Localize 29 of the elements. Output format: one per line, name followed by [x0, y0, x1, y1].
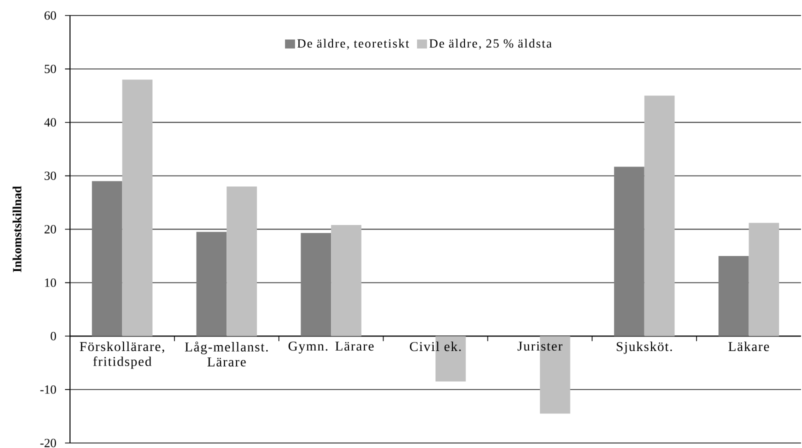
x-tick-label: Gymn. Lärare: [288, 342, 374, 354]
legend-label: De äldre, 25 % äldsta: [429, 38, 552, 50]
x-tick-label: Låg-mellanst. Lärare: [185, 342, 268, 366]
y-axis-title: Inkomstskillnad: [12, 186, 22, 272]
y-tick-label: 0: [50, 332, 56, 340]
y-tick-label: -10: [40, 385, 56, 394]
bar: [748, 222, 780, 336]
bar: [122, 80, 152, 336]
bar: [614, 166, 644, 336]
bar: [226, 186, 257, 336]
y-tick-label: 10: [45, 278, 56, 287]
bar: [331, 224, 362, 336]
bar: [300, 232, 332, 336]
x-tick-label: Civil ek.: [410, 342, 461, 352]
y-tick-label: 20: [44, 225, 56, 234]
bar: [196, 232, 227, 336]
y-tick-label: -20: [40, 438, 56, 448]
x-tick-label: Jurister: [518, 342, 562, 351]
x-tick-label: Läkare: [728, 342, 769, 352]
bar: [718, 256, 749, 336]
legend-label: De äldre, teoretiskt: [297, 38, 409, 50]
y-tick-label: 50: [44, 64, 56, 74]
y-tick-label: 30: [44, 172, 56, 180]
x-tick-label: Sjuksköt.: [616, 342, 672, 354]
bar: [92, 181, 122, 336]
x-tick-label: Förskollärare, fritidsped: [80, 342, 164, 369]
y-tick-label: 60: [44, 11, 56, 20]
bar: [644, 96, 675, 336]
y-tick-label: 40: [44, 118, 56, 127]
